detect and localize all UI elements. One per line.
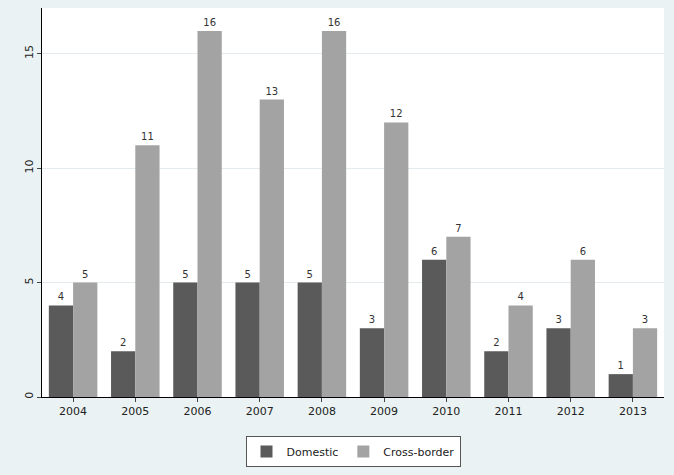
svg-text:13: 13 (265, 86, 278, 97)
svg-text:2: 2 (493, 337, 499, 348)
svg-text:3: 3 (642, 314, 648, 325)
svg-text:12: 12 (390, 108, 403, 119)
svg-text:4: 4 (517, 291, 523, 302)
svg-text:2010: 2010 (432, 405, 460, 418)
svg-text:2013: 2013 (619, 405, 647, 418)
svg-text:0: 0 (23, 392, 36, 399)
svg-text:Domestic: Domestic (287, 446, 339, 459)
svg-text:4: 4 (58, 291, 64, 302)
svg-text:2: 2 (120, 337, 126, 348)
svg-text:2008: 2008 (308, 405, 336, 418)
svg-text:5: 5 (23, 277, 36, 284)
svg-text:3: 3 (555, 314, 561, 325)
svg-text:2012: 2012 (557, 405, 585, 418)
svg-text:7: 7 (455, 223, 461, 234)
svg-text:2004: 2004 (59, 405, 87, 418)
svg-text:2009: 2009 (370, 405, 398, 418)
svg-text:5: 5 (244, 269, 250, 280)
svg-text:11: 11 (141, 131, 154, 142)
svg-text:6: 6 (431, 246, 437, 257)
svg-text:15: 15 (23, 45, 36, 59)
svg-text:2005: 2005 (121, 405, 149, 418)
svg-text:5: 5 (82, 269, 88, 280)
svg-text:16: 16 (203, 17, 216, 28)
svg-text:2007: 2007 (246, 405, 274, 418)
svg-text:1: 1 (618, 360, 624, 371)
svg-text:10: 10 (23, 160, 36, 174)
svg-text:6: 6 (580, 246, 586, 257)
svg-text:5: 5 (307, 269, 313, 280)
svg-text:16: 16 (328, 17, 341, 28)
svg-text:3: 3 (369, 314, 375, 325)
svg-text:Cross-border: Cross-border (383, 446, 454, 459)
svg-text:2006: 2006 (184, 405, 212, 418)
svg-text:2011: 2011 (495, 405, 523, 418)
svg-text:5: 5 (182, 269, 188, 280)
